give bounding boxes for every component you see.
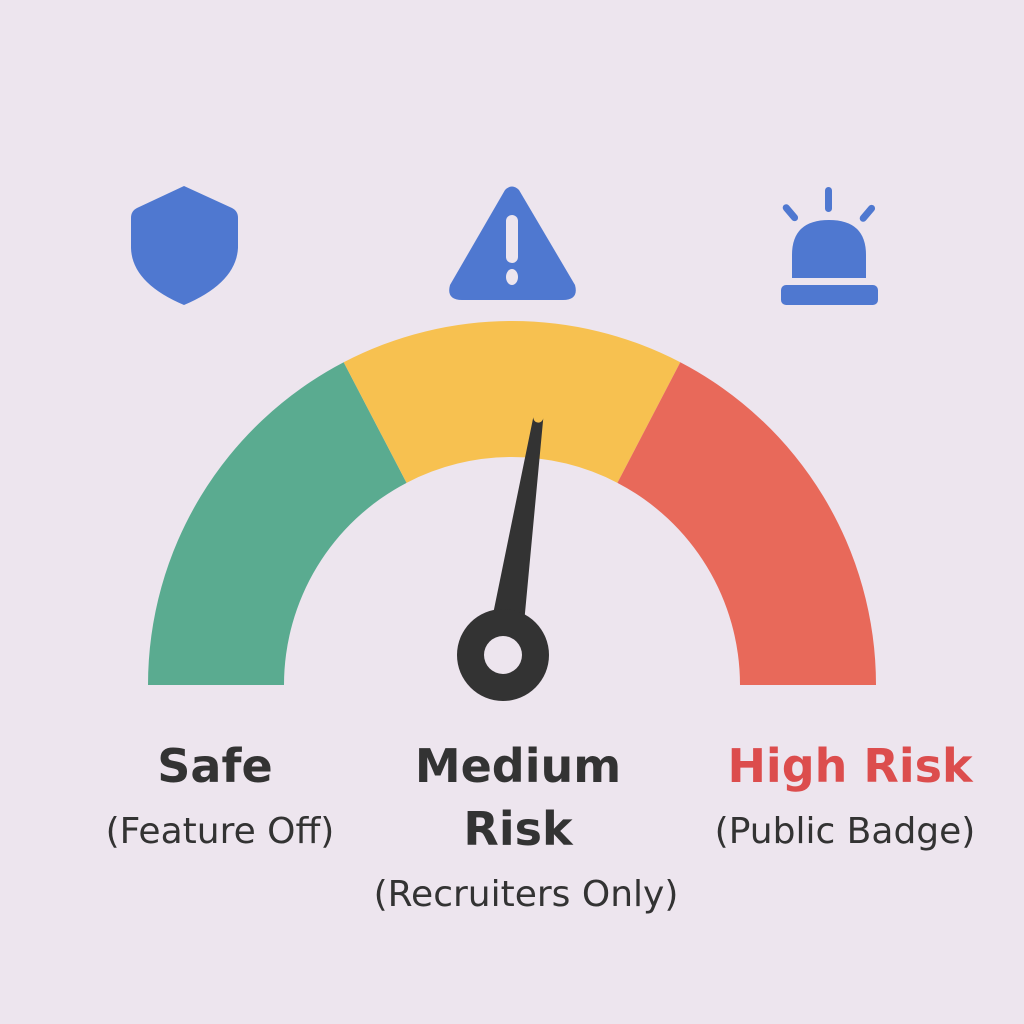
warning-triangle-icon [449, 186, 576, 300]
siren-alarm-icon [781, 187, 878, 305]
needle-hub-hole [484, 636, 522, 674]
safe-subtitle: (Feature Off) [106, 811, 335, 852]
label-high: High Risk (Public Badge) [715, 739, 976, 852]
gauge-segment-safe [148, 362, 407, 685]
medium-title-line1: Medium [415, 739, 621, 793]
safe-title: Safe [157, 739, 272, 793]
gauge-needle [485, 416, 544, 658]
medium-subtitle: (Recruiters Only) [374, 874, 679, 915]
high-subtitle: (Public Badge) [715, 811, 976, 852]
label-medium: Medium Risk (Recruiters Only) [374, 739, 679, 915]
label-safe: Safe (Feature Off) [106, 739, 335, 852]
high-title: High Risk [727, 739, 974, 793]
medium-title-line2: Risk [463, 802, 574, 856]
gauge-segment-medium [343, 321, 681, 483]
gauge [148, 321, 876, 701]
shield-icon [131, 186, 238, 305]
gauge-segment-high [617, 362, 876, 685]
